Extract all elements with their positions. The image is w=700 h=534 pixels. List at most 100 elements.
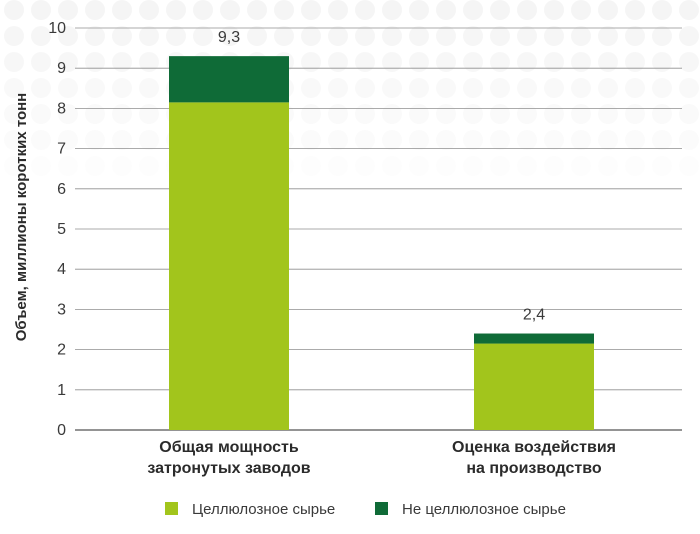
background-dot (4, 104, 24, 124)
category-label: Оценка воздействия на производство (452, 439, 616, 477)
background-dot (544, 78, 564, 98)
background-dot (4, 0, 24, 20)
background-dot (544, 130, 564, 150)
background-dot (409, 52, 429, 72)
background-dot (355, 52, 375, 72)
y-tick-label: 9 (57, 60, 66, 77)
background-dot (139, 52, 159, 72)
y-tick-label: 4 (57, 261, 66, 278)
background-dot (382, 130, 402, 150)
background-dot (301, 156, 321, 176)
background-dot (382, 156, 402, 176)
background-dot (355, 156, 375, 176)
legend-swatch (165, 502, 178, 515)
background-dot (517, 52, 537, 72)
background-dot (679, 26, 699, 46)
background-dot (112, 52, 132, 72)
background-dot (274, 0, 294, 20)
background-dot (31, 78, 51, 98)
background-dot (31, 130, 51, 150)
background-dot (490, 52, 510, 72)
y-tick-label: 1 (57, 382, 66, 399)
background-dot (463, 0, 483, 20)
background-dot (571, 130, 591, 150)
background-dot (463, 78, 483, 98)
background-dot (328, 104, 348, 124)
background-dot (436, 52, 456, 72)
background-dot (382, 78, 402, 98)
value-labels: 9,3 2,4 (218, 29, 545, 323)
background-dot (301, 104, 321, 124)
background-dot (625, 78, 645, 98)
background-dot (301, 78, 321, 98)
background-dot (139, 26, 159, 46)
background-dot (85, 156, 105, 176)
y-tick-label: 8 (57, 100, 66, 117)
background-dot (490, 130, 510, 150)
background-dot (31, 52, 51, 72)
background-dot (58, 104, 78, 124)
total-value-label: 9,3 (218, 29, 240, 46)
background-dot (139, 0, 159, 20)
total-value-label: 2,4 (523, 307, 545, 324)
y-tick-label: 7 (57, 141, 66, 158)
background-dot (652, 104, 672, 124)
background-dot (328, 156, 348, 176)
background-dot (301, 0, 321, 20)
background-dot (544, 0, 564, 20)
background-dot (625, 130, 645, 150)
y-tick-label: 5 (57, 221, 66, 238)
background-dot (679, 78, 699, 98)
background-dot (571, 104, 591, 124)
background-dot (571, 156, 591, 176)
background-dot (436, 26, 456, 46)
y-tick-label: 2 (57, 342, 66, 359)
background-dot (436, 130, 456, 150)
background-dot (436, 78, 456, 98)
y-axis-ticks: 0 1 2 3 4 5 6 7 8 9 10 (48, 20, 66, 439)
background-dot (58, 0, 78, 20)
background-dot (679, 130, 699, 150)
background-dot (328, 130, 348, 150)
bar-segment (474, 343, 594, 430)
background-dot (85, 78, 105, 98)
bar-segment (169, 102, 289, 431)
background-dot (598, 52, 618, 72)
legend-swatch (375, 502, 388, 515)
background-dot (598, 78, 618, 98)
bar-segment (169, 56, 289, 103)
background-dot (625, 156, 645, 176)
background-dot (4, 78, 24, 98)
background-dot (328, 78, 348, 98)
legend-label: Целлюлозное сырье (192, 501, 335, 518)
background-dot (4, 52, 24, 72)
background-dot (193, 0, 213, 20)
background-dot (436, 156, 456, 176)
background-dot (139, 130, 159, 150)
background-dot (382, 104, 402, 124)
background-dot (625, 26, 645, 46)
background-dot (112, 0, 132, 20)
background-dot (490, 78, 510, 98)
background-dot (544, 52, 564, 72)
background-dot (4, 26, 24, 46)
category-labels: Общая мощность затронутых заводов Оценка в… (147, 439, 616, 477)
background-dot (355, 130, 375, 150)
background-dot (247, 26, 267, 46)
background-dot (382, 26, 402, 46)
category-label: Общая мощность затронутых заводов (147, 439, 310, 477)
background-dot (112, 156, 132, 176)
y-tick-label: 6 (57, 181, 66, 198)
background-dot (355, 104, 375, 124)
background-dot (463, 52, 483, 72)
background-dot (112, 78, 132, 98)
background-dot (382, 52, 402, 72)
background-dot (463, 156, 483, 176)
background-dot (517, 78, 537, 98)
background-dot (220, 0, 240, 20)
background-dot (409, 78, 429, 98)
background-dot (571, 26, 591, 46)
background-dot (85, 52, 105, 72)
background-dot (85, 0, 105, 20)
